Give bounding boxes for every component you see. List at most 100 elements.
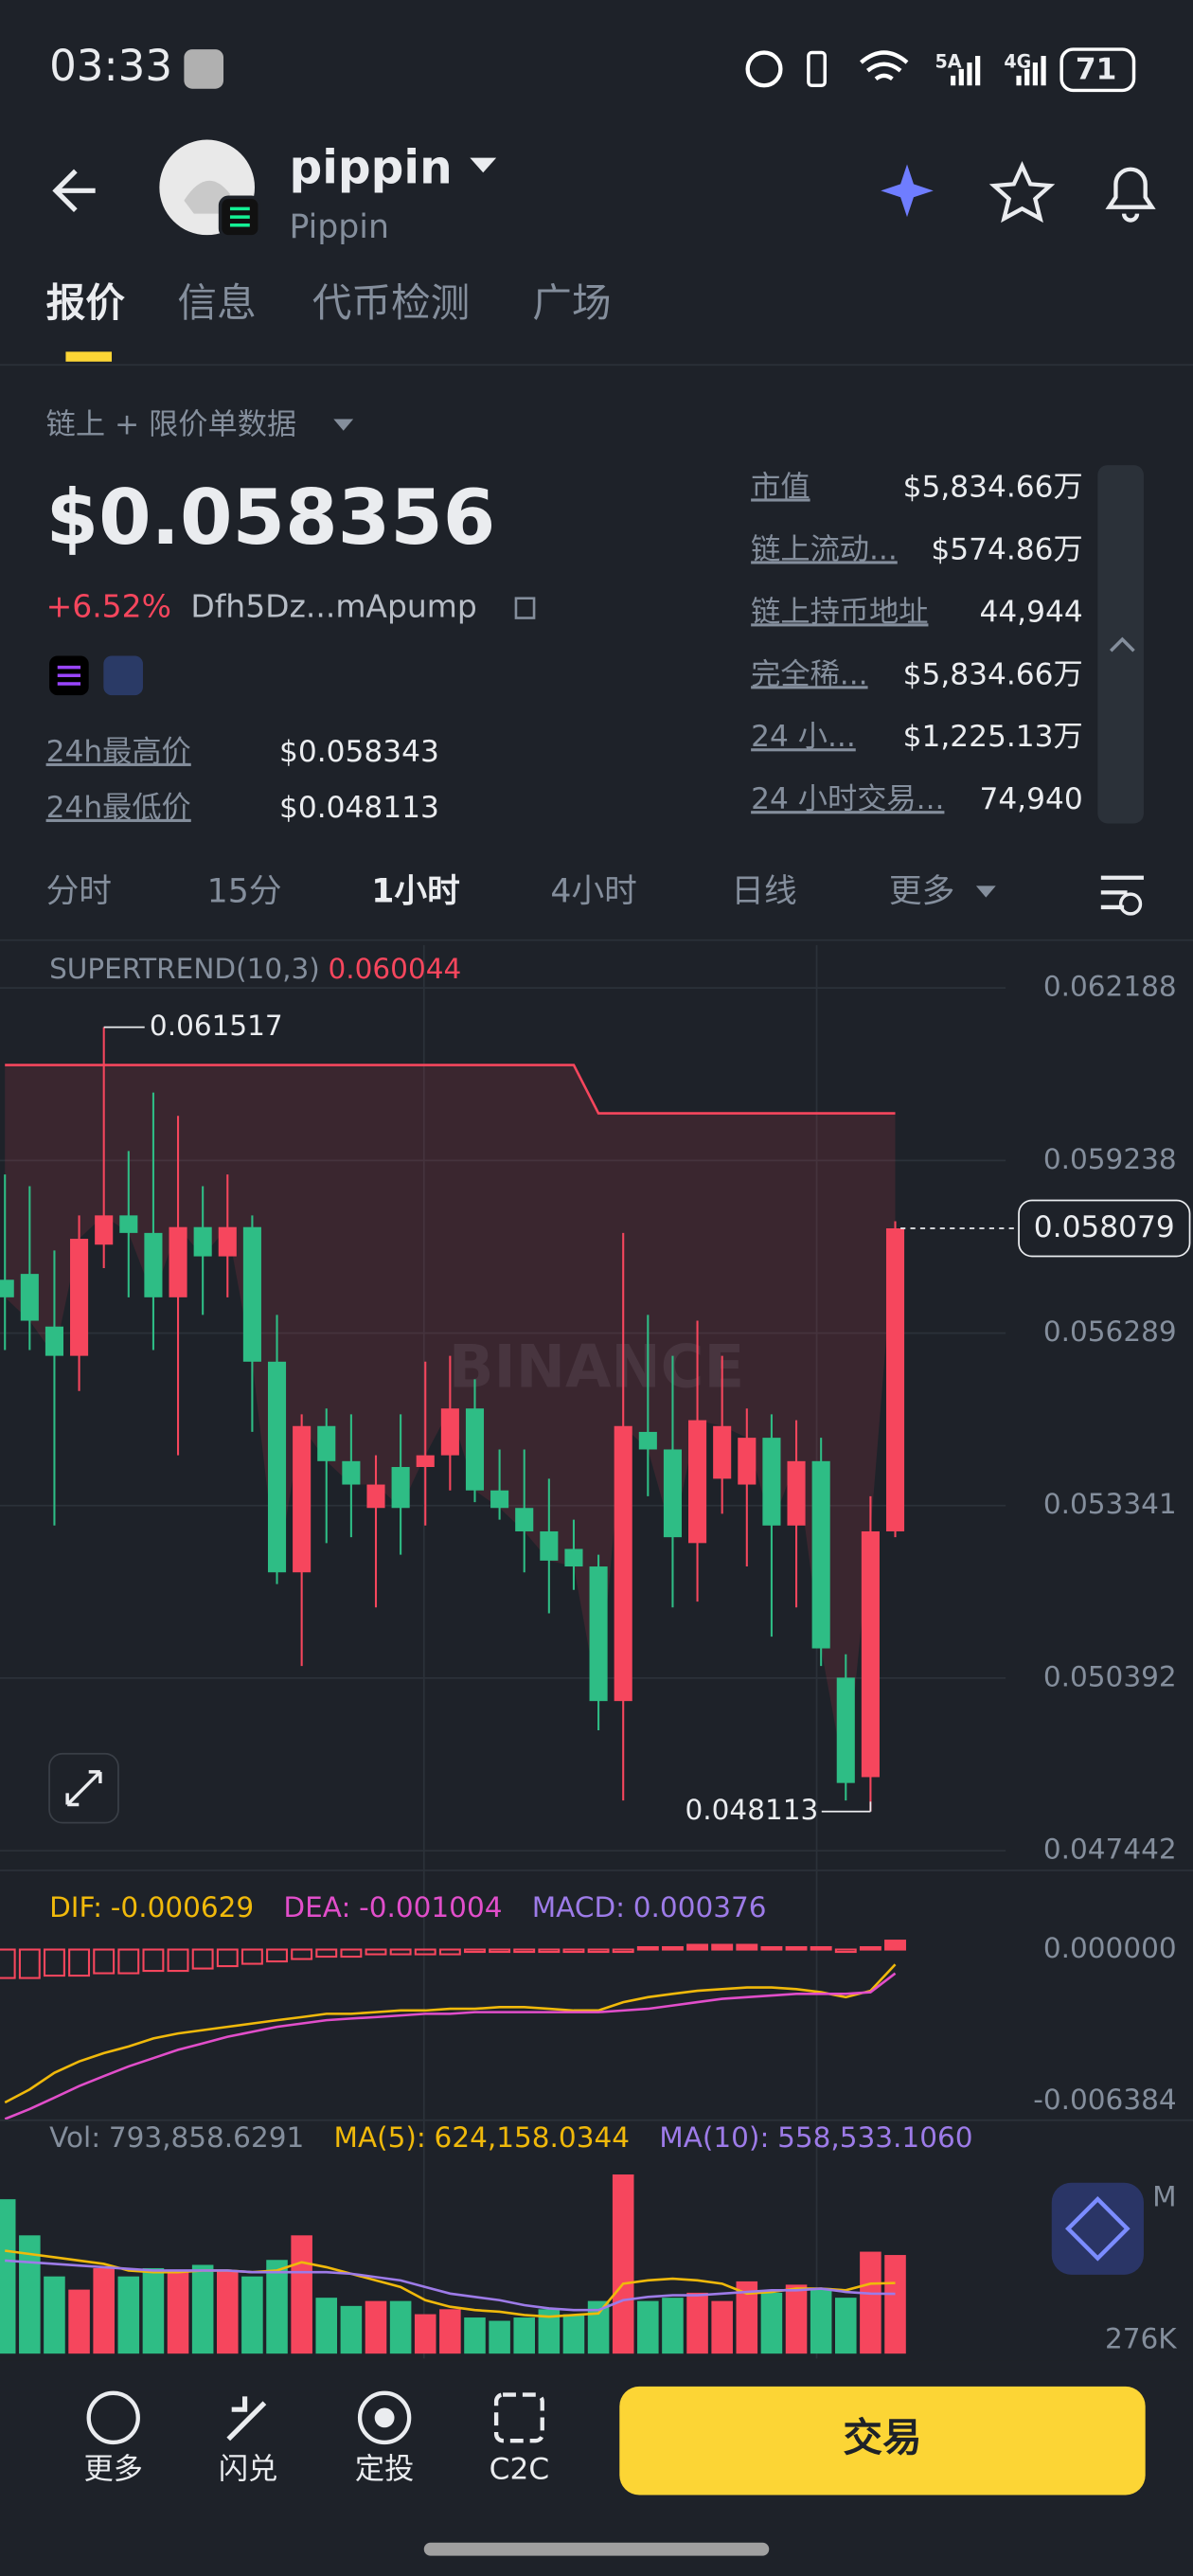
- candle-body: [342, 1460, 361, 1485]
- candle-body: [811, 1460, 830, 1649]
- macd-bar: [365, 1948, 387, 1956]
- candle-body: [218, 1226, 237, 1257]
- token-name[interactable]: pippin: [289, 141, 452, 194]
- stat-value: 44,944: [979, 595, 1082, 629]
- macd-bar: [68, 1948, 91, 1977]
- macd-bar: [18, 1948, 41, 1979]
- stat-label: 链上持币地址: [751, 595, 928, 629]
- tab[interactable]: 报价: [46, 279, 126, 326]
- trade-button[interactable]: [619, 2386, 1146, 2496]
- ai-assistant-icon[interactable]: [1065, 2195, 1131, 2262]
- candle-body: [713, 1425, 732, 1479]
- nav-label[interactable]: C2C: [490, 2452, 549, 2486]
- collapse-panel[interactable]: [1097, 465, 1144, 824]
- candle-body: [688, 1420, 707, 1544]
- home-indicator: [423, 2542, 770, 2556]
- collapse-arrow[interactable]: [1109, 636, 1135, 653]
- candle-body: [614, 1425, 632, 1702]
- trade-button-label[interactable]: 交易: [843, 2414, 921, 2460]
- supertrend-line: [5, 1064, 896, 1115]
- favorite-button[interactable]: [988, 161, 1056, 224]
- volume-bar: [662, 2298, 684, 2354]
- macd-bar: [0, 1948, 16, 1979]
- battery-level: 71: [1076, 53, 1116, 87]
- dropdown-arrow[interactable]: [470, 157, 497, 173]
- volume-bar: [513, 2317, 536, 2354]
- volume-bar: [686, 2292, 708, 2354]
- nav-label[interactable]: 定投: [355, 2452, 414, 2486]
- nav-icon[interactable]: [226, 2396, 267, 2442]
- macd-bar: [414, 1948, 436, 1956]
- y-tick-label: 276K: [1105, 2323, 1177, 2355]
- fullscreen-icon[interactable]: [65, 1770, 102, 1807]
- legend-label: MACD:: [532, 1890, 625, 1923]
- macd-bar: [117, 1948, 140, 1975]
- alert-button[interactable]: [1105, 167, 1156, 223]
- legend-label: Vol:: [49, 2120, 100, 2153]
- macd-bar: [711, 1943, 734, 1951]
- network-label: 4G: [1004, 50, 1031, 72]
- stat-value: $0.048113: [279, 791, 439, 825]
- candle-body: [317, 1425, 336, 1461]
- stat-label: 市值: [751, 470, 810, 504]
- contract: Dfh5Dz...mApump: [190, 588, 477, 625]
- time: 03:33: [49, 41, 172, 91]
- interval-tab[interactable]: 更多: [889, 872, 954, 910]
- macd-bar: [785, 1945, 808, 1951]
- dropdown-arrow[interactable]: [333, 419, 354, 431]
- macd-bar: [240, 1948, 263, 1965]
- indicator-label: SUPERTREND(10,3) 0.060044: [49, 952, 461, 984]
- interval-tab[interactable]: 1小时: [371, 872, 460, 910]
- volume-bar: [266, 2260, 288, 2354]
- data-source[interactable]: 链上 + 限价单数据: [46, 407, 297, 441]
- nav-icon[interactable]: [374, 2407, 395, 2428]
- interval-tab[interactable]: 15分: [207, 872, 282, 910]
- indicator-value: 0.060044: [328, 952, 461, 984]
- interval-tab[interactable]: 日线: [731, 872, 796, 910]
- interval-tab[interactable]: 分时: [46, 872, 112, 910]
- volume-bar: [191, 2264, 214, 2354]
- tab[interactable]: 信息: [177, 279, 256, 326]
- interval-tab[interactable]: 4小时: [550, 872, 637, 910]
- tab[interactable]: 代币检测: [312, 279, 471, 326]
- volume-bar: [489, 2320, 510, 2354]
- y-tick-label: -0.006384: [1033, 2084, 1176, 2116]
- volume-bar: [315, 2298, 338, 2354]
- interval-tabs: 分时 15分 1小时 4小时 日线 更多: [46, 872, 955, 910]
- macd-bar: [438, 1948, 461, 1956]
- volume-bar: [68, 2289, 90, 2354]
- back-button[interactable]: [52, 169, 96, 212]
- volume-bar: [414, 2314, 436, 2354]
- nav-icon[interactable]: [86, 2390, 140, 2445]
- plot: [0, 987, 1006, 2354]
- signal-icon: [951, 56, 981, 86]
- y-tick-label: M: [1152, 2180, 1176, 2212]
- candle-body: [787, 1460, 806, 1526]
- volume-bar: [810, 2287, 832, 2354]
- macd-bar: [562, 1948, 585, 1954]
- tab[interactable]: 广场: [532, 279, 611, 326]
- nav-icon[interactable]: [357, 2390, 412, 2445]
- candle-body: [540, 1530, 559, 1561]
- dropdown-arrow[interactable]: [975, 886, 996, 898]
- stat-value: $0.058343: [279, 735, 439, 769]
- nav-label[interactable]: 更多: [84, 2452, 143, 2486]
- candle-body: [267, 1361, 287, 1573]
- indicator-name: SUPERTREND(10,3): [49, 952, 320, 984]
- nav-icon[interactable]: [493, 2392, 544, 2443]
- copy-button[interactable]: [514, 597, 536, 619]
- ai-button[interactable]: [881, 164, 934, 218]
- stat-label: 24 小...: [751, 720, 856, 754]
- chart-settings-gear[interactable]: [1118, 892, 1143, 916]
- macd-bar: [810, 1945, 832, 1951]
- candle-body: [366, 1484, 385, 1509]
- candle-body: [490, 1490, 509, 1509]
- legend-value: 793,858.6291: [109, 2120, 304, 2153]
- legend-value: 624,158.0344: [435, 2120, 630, 2153]
- ai-assistant-button[interactable]: [1051, 2182, 1144, 2275]
- candle-body: [738, 1438, 757, 1485]
- nav-label[interactable]: 闪兑: [219, 2452, 277, 2486]
- battery-icon: [1059, 47, 1136, 93]
- price: $0.058356: [46, 474, 496, 562]
- legend-value: -0.000629: [111, 1890, 254, 1923]
